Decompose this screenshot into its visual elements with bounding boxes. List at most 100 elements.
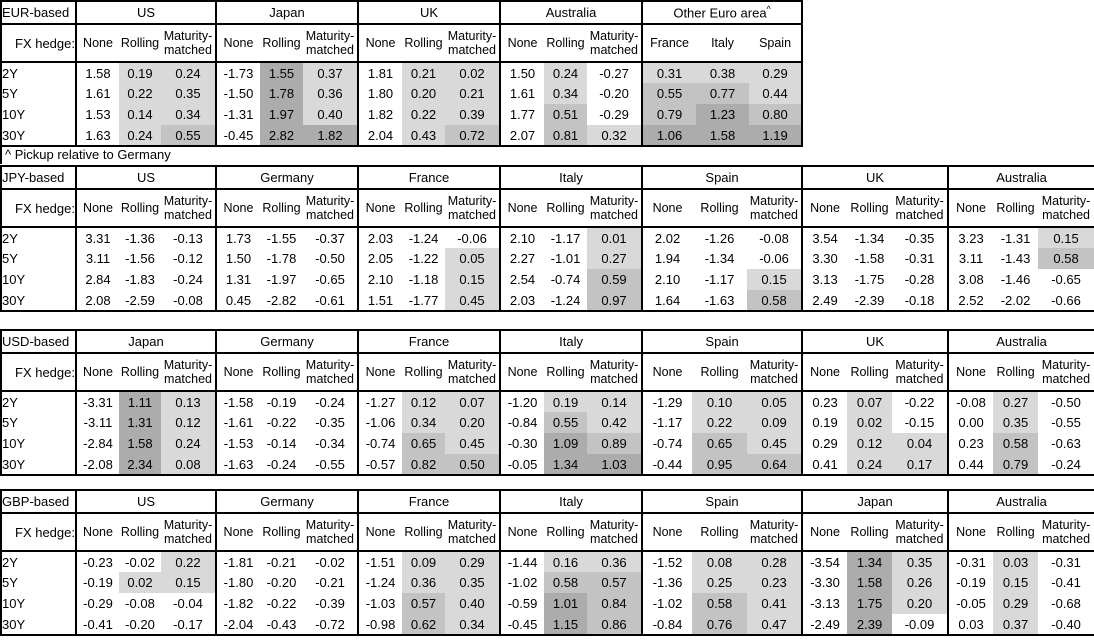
value-cell: 1.50 <box>499 62 545 83</box>
value-cell: -1.29 <box>641 391 693 412</box>
value-cell: 0.38 <box>696 62 750 83</box>
value-cell: -1.46 <box>1000 272 1031 287</box>
value-cell: -0.06 <box>457 230 487 246</box>
tenor-label: 2Y <box>1 227 77 248</box>
hedge-type-header: None <box>357 24 403 63</box>
country-header: Germany <box>215 330 359 354</box>
value-cell: -3.13 <box>801 593 848 614</box>
country-header: Other Euro area^ <box>641 1 803 25</box>
value-cell: 2.10 <box>357 269 403 290</box>
hedge-type-header: Maturity-matched <box>445 189 501 228</box>
value-cell: -0.08 <box>173 292 203 308</box>
jpy-based-table: JPY-based US Germany France Italy Spain UK Aust… <box>0 165 1094 312</box>
value-cell: 0.57 <box>402 593 446 614</box>
value-cell: 0.32 <box>587 125 643 146</box>
value-cell: 0.44 <box>947 454 994 475</box>
value-cell: -0.21 <box>266 554 297 570</box>
value-cell: 3.30 <box>801 248 848 269</box>
value-cell: 0.50 <box>445 454 501 475</box>
hedge-type-header: Rolling <box>692 353 748 392</box>
value-cell: 1.23 <box>696 104 750 125</box>
value-cell: 0.27 <box>587 248 643 269</box>
hedge-type-header: Maturity-matched <box>303 353 359 392</box>
value-cell: 0.72 <box>445 125 501 146</box>
hedge-type-header: Maturity-matched <box>303 513 359 552</box>
value-cell: -1.50 <box>215 83 260 104</box>
footnote-pickup-relative-to-germany: ^ Pickup relative to Germany <box>0 146 171 164</box>
value-cell: 2.54 <box>499 269 545 290</box>
eur-based-table: EUR-based US Japan UK Australia Other Euro ar… <box>0 0 804 147</box>
value-cell: 0.36 <box>303 83 359 104</box>
value-cell: 1.34 <box>544 454 588 475</box>
value-cell: 0.45 <box>445 290 501 311</box>
table-row: 2Y 3.31 -1.36 -0.13 1.73 -1.55 -0.37 2.03 -1.24 -… <box>1 227 1094 248</box>
value-cell: -0.22 <box>904 394 935 410</box>
value-cell: 0.44 <box>749 83 803 104</box>
value-cell: -0.20 <box>266 575 297 590</box>
hedge-type-header: Maturity-matched <box>587 353 643 392</box>
value-cell: 0.21 <box>402 62 446 83</box>
value-cell: 0.27 <box>993 391 1039 412</box>
value-cell: 0.08 <box>692 551 748 572</box>
hedge-type-header: Rolling <box>119 189 161 228</box>
hedge-type-header: None <box>499 189 545 228</box>
value-cell: 3.31 <box>75 227 119 248</box>
value-cell: 1.19 <box>749 125 803 146</box>
value-cell: -0.02 <box>125 554 155 570</box>
hedge-type-header: Maturity-matched <box>892 189 949 228</box>
value-cell: 0.45 <box>747 433 803 454</box>
value-cell: -0.57 <box>357 454 403 475</box>
value-cell: 0.95 <box>692 454 748 475</box>
country-header: Spain <box>641 166 803 190</box>
hedge-type-header: Maturity-matched <box>303 24 359 63</box>
value-cell: 1.55 <box>260 62 303 83</box>
tenor-label: 30Y <box>1 454 77 475</box>
value-cell: 3.54 <box>801 227 848 248</box>
value-cell: 1.01 <box>544 593 588 614</box>
tenor-label: 30Y <box>1 125 77 146</box>
tenor-label: 10Y <box>1 593 77 614</box>
hedge-type-header: Rolling <box>692 513 748 552</box>
value-cell: -1.31 <box>1000 230 1031 246</box>
value-cell: -0.74 <box>357 433 403 454</box>
tenor-label: 5Y <box>1 572 77 593</box>
hedge-type-header: None <box>215 189 260 228</box>
value-cell: 1.82 <box>303 125 359 146</box>
value-cell: 2.34 <box>119 454 161 475</box>
value-cell: 0.81 <box>544 125 588 146</box>
value-cell: 0.41 <box>801 454 848 475</box>
value-cell: 0.02 <box>445 62 501 83</box>
hedge-type-header: None <box>641 513 693 552</box>
hedge-type-header: Rolling <box>260 189 303 228</box>
base-currency-label: USD-based <box>1 330 77 354</box>
value-cell: 0.77 <box>696 83 750 104</box>
country-header: Australia <box>947 490 1094 514</box>
table-row: 2Y -0.23 -0.02 0.22 -1.81 -0.21 -0.02 -1.51 0.09… <box>1 551 1094 572</box>
value-cell: -0.30 <box>499 433 545 454</box>
value-cell: -0.66 <box>1051 292 1081 308</box>
hedge-type-header: None <box>75 513 119 552</box>
value-cell: 1.58 <box>75 62 119 83</box>
table-row: 5Y 3.11 -1.56 -0.12 1.50 -1.78 -0.50 2.05 -1.22 0… <box>1 248 1094 269</box>
value-cell: 0.45 <box>215 290 260 311</box>
value-cell: 0.29 <box>801 433 848 454</box>
value-cell: 0.15 <box>747 269 803 290</box>
value-cell: 2.04 <box>357 125 403 146</box>
value-cell: -0.08 <box>947 391 994 412</box>
value-cell: -0.22 <box>266 596 297 611</box>
value-cell: 0.37 <box>993 614 1039 635</box>
value-cell: 0.03 <box>993 551 1039 572</box>
value-cell: 0.26 <box>892 572 949 593</box>
hedge-type-header: Italy <box>696 24 750 63</box>
value-cell: 0.05 <box>747 391 803 412</box>
value-cell: 3.23 <box>947 227 994 248</box>
value-cell: -0.31 <box>1051 554 1081 570</box>
hedge-type-header: Rolling <box>260 353 304 392</box>
tenor-label: 2Y <box>1 391 77 412</box>
value-cell: -0.09 <box>904 616 935 632</box>
value-cell: -2.39 <box>854 292 885 308</box>
value-cell: 1.82 <box>357 104 403 125</box>
value-cell: 0.01 <box>587 227 643 248</box>
value-cell: 0.80 <box>749 104 803 125</box>
value-cell: 0.58 <box>747 290 803 311</box>
